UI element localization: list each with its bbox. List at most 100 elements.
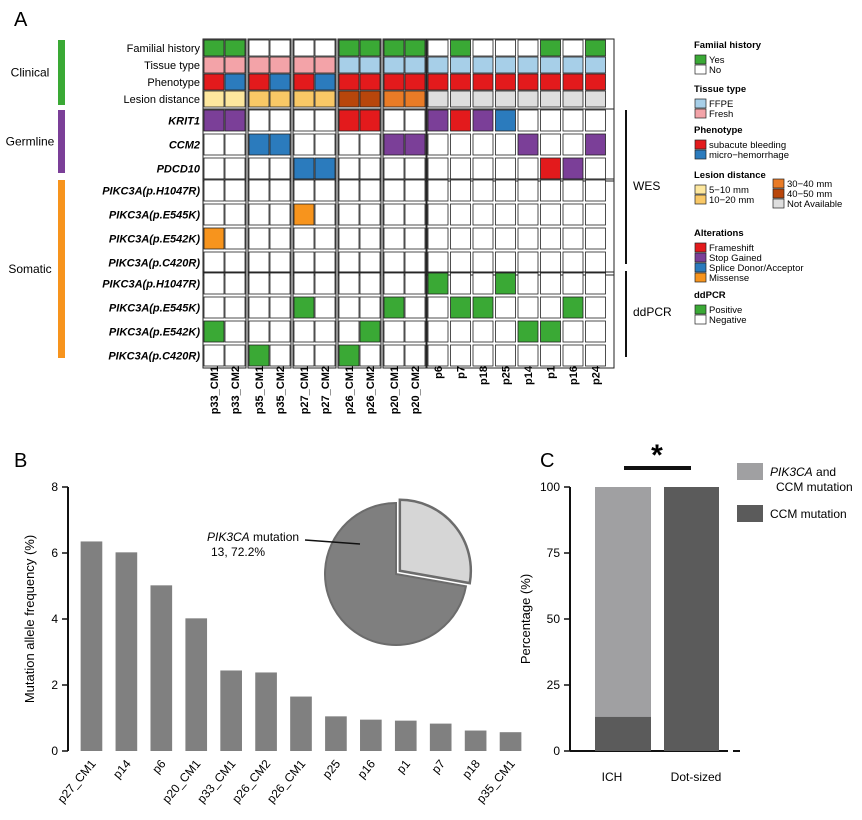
heatmap-cell xyxy=(427,296,449,319)
heatmap-cell xyxy=(495,203,516,226)
heatmap-cell xyxy=(359,157,381,180)
heatmap-cell xyxy=(293,272,315,295)
heatmap-cell xyxy=(427,203,449,226)
heatmap-cell xyxy=(427,157,449,180)
heatmap-cell xyxy=(293,39,315,57)
heatmap-pair-frame xyxy=(337,178,382,276)
bar-p7 xyxy=(429,723,452,751)
x-tick-label-b: p1 xyxy=(394,757,414,776)
heatmap-cell xyxy=(517,203,539,226)
y-tick-label-c: 75 xyxy=(547,546,561,560)
heatmap-cell xyxy=(224,320,246,343)
heatmap-cell xyxy=(314,320,336,343)
pie-slice-other xyxy=(398,498,473,585)
bar-p25 xyxy=(325,716,347,751)
x-tick-label-b: p14 xyxy=(110,757,134,782)
heatmap-cell xyxy=(495,251,516,274)
heatmap-column-label: p1 xyxy=(546,366,558,379)
heatmap-cell xyxy=(383,272,405,295)
heatmap-column-label: p14 xyxy=(523,365,535,385)
heatmap-cell xyxy=(338,203,360,226)
heatmap-cell xyxy=(269,320,291,343)
heatmap-cell xyxy=(404,344,426,367)
heatmap-cell xyxy=(224,56,246,74)
heatmap-cell xyxy=(517,73,539,91)
heatmap-cell xyxy=(269,133,291,156)
heatmap-cell xyxy=(248,251,270,274)
heatmap-cell xyxy=(585,157,606,180)
heatmap-cell xyxy=(495,133,516,156)
heatmap-cell xyxy=(248,227,270,250)
heatmap-column-label: p6 xyxy=(433,366,445,379)
heatmap-pair-frame xyxy=(202,108,247,182)
y-tick-label-c: 100 xyxy=(540,480,560,494)
heatmap-cell xyxy=(338,39,360,57)
legend-swatch xyxy=(694,242,707,253)
heatmap-column-label: p20_CM1 xyxy=(389,366,401,414)
legend-swatch xyxy=(694,64,707,75)
heatmap-cell xyxy=(540,90,561,108)
heatmap-cell xyxy=(203,296,225,319)
heatmap-cell xyxy=(359,39,381,57)
heatmap-cell xyxy=(224,272,246,295)
heatmap-cell xyxy=(383,73,405,91)
heatmap-cell xyxy=(248,73,270,91)
heatmap-cell xyxy=(517,296,539,319)
heatmap-cell xyxy=(472,56,494,74)
heatmap-row-label: Tissue type xyxy=(144,60,200,72)
legend-swatch xyxy=(694,304,707,315)
heatmap-cell xyxy=(450,344,471,367)
heatmap-cell xyxy=(472,109,494,132)
heatmap-cell xyxy=(495,344,516,367)
pie-annotation-line xyxy=(304,539,361,545)
heatmap-cell xyxy=(585,179,606,202)
heatmap-column-label: p27_CM1 xyxy=(299,366,311,414)
heatmap-cell xyxy=(269,90,291,108)
heatmap-row-label: PIKC3A(p.H1047R) xyxy=(102,279,200,291)
heatmap-cell xyxy=(338,109,360,132)
heatmap-cell xyxy=(269,179,291,202)
heatmap-cell xyxy=(450,320,471,343)
heatmap-cell xyxy=(248,179,270,202)
heatmap-cell xyxy=(540,344,561,367)
heatmap-cell xyxy=(404,39,426,57)
bar-p6 xyxy=(150,585,173,751)
legend-item-label: Fresh xyxy=(709,109,733,120)
heatmap-cell xyxy=(224,157,246,180)
heatmap-column-label: p35_CM1 xyxy=(254,366,266,414)
heatmap-cell xyxy=(269,157,291,180)
heatmap-cell xyxy=(224,73,246,91)
heatmap-cell xyxy=(248,320,270,343)
heatmap-cell xyxy=(517,272,539,295)
heatmap-cell xyxy=(472,179,494,202)
legend-section-title: ddPCR xyxy=(694,290,726,301)
heatmap-row-label: PDCD10 xyxy=(157,164,201,176)
heatmap-cell xyxy=(562,157,584,180)
heatmap-cell xyxy=(269,39,291,57)
heatmap-column-label: p20_CM2 xyxy=(410,366,422,414)
legend-c-swatch xyxy=(737,463,763,480)
heatmap-cell xyxy=(450,227,471,250)
heatmap-cell xyxy=(562,133,584,156)
legend-section-title: Tissue type xyxy=(694,84,746,95)
heatmap-cell xyxy=(293,251,315,274)
heatmap-cell xyxy=(383,39,405,57)
legend-c-swatch xyxy=(737,505,763,522)
heatmap-cell xyxy=(540,179,561,202)
heatmap-cell xyxy=(314,73,336,91)
heatmap-cell xyxy=(338,227,360,250)
y-axis-title-c: Percentage (%) xyxy=(518,574,533,664)
legend-c-label: PIK3CA and xyxy=(770,465,836,479)
heatmap-cell xyxy=(338,251,360,274)
heatmap-pair-frame xyxy=(382,178,427,276)
legend-swatch xyxy=(694,98,707,109)
heatmap-cell xyxy=(427,109,449,132)
heatmap-cell xyxy=(472,227,494,250)
heatmap-cell xyxy=(472,157,494,180)
legend-item-label: Splice Donor/Acceptor xyxy=(709,263,804,274)
legend-section-title: Phenotype xyxy=(694,125,743,136)
heatmap-row-label: PIKC3A(p.C420R) xyxy=(108,351,200,363)
heatmap-cell xyxy=(293,179,315,202)
heatmap-cell xyxy=(248,296,270,319)
heatmap-cell xyxy=(540,56,561,74)
